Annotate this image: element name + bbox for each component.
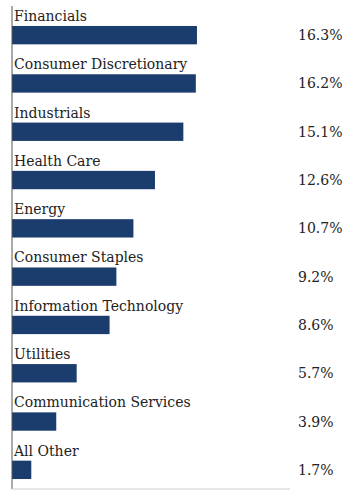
data-label: 1.7% xyxy=(298,462,334,478)
category-label: Energy xyxy=(14,201,65,217)
bar xyxy=(12,123,183,141)
data-label: 16.3% xyxy=(298,27,342,43)
category-label: Financials xyxy=(14,8,87,24)
axis-line xyxy=(12,489,290,490)
bar xyxy=(12,74,196,92)
data-label: 8.6% xyxy=(298,317,334,333)
bar xyxy=(12,461,31,479)
category-label: All Other xyxy=(13,443,79,459)
data-label: 9.2% xyxy=(298,269,334,285)
data-label: 16.2% xyxy=(298,75,342,91)
bar xyxy=(12,171,155,189)
bar xyxy=(12,364,77,382)
category-label: Consumer Discretionary xyxy=(14,56,187,72)
category-label: Health Care xyxy=(14,153,100,169)
axis-line xyxy=(12,6,13,489)
data-label: 5.7% xyxy=(298,365,334,381)
bar xyxy=(12,26,197,44)
labels: Financials 16.3% Consumer Discretionary 16.… xyxy=(13,8,342,478)
bar xyxy=(12,267,116,285)
chart-container: Financials 16.3% Consumer Discretionary 16.… xyxy=(0,0,360,497)
category-label: Utilities xyxy=(14,346,70,362)
bar xyxy=(12,219,133,237)
bar xyxy=(12,316,110,334)
category-label: Consumer Staples xyxy=(14,249,144,265)
bar xyxy=(12,412,56,430)
data-label: 10.7% xyxy=(298,220,342,236)
chart: Financials 16.3% Consumer Discretionary 16.… xyxy=(0,0,360,497)
data-label: 15.1% xyxy=(298,124,342,140)
data-label: 12.6% xyxy=(298,172,342,188)
category-label: Information Technology xyxy=(14,298,183,314)
category-label: Industrials xyxy=(14,105,91,121)
category-label: Communication Services xyxy=(14,394,191,410)
bars xyxy=(12,26,197,479)
data-label: 3.9% xyxy=(298,414,334,430)
